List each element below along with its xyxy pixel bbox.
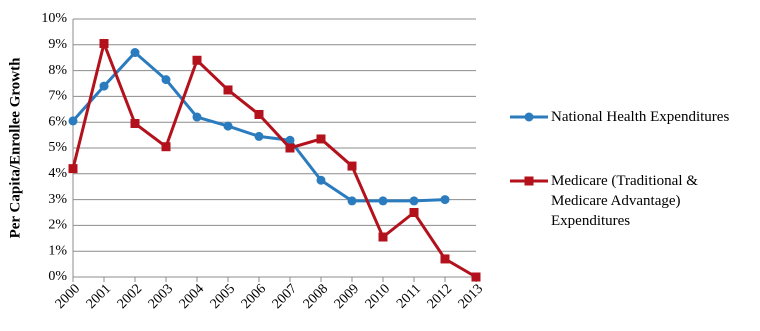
point [378,232,388,242]
point [223,85,233,95]
point [254,109,264,119]
y-tick-label: 9% [48,37,67,52]
point [347,161,357,171]
y-tick-label: 0% [48,269,67,284]
point [316,175,326,185]
x-tick-label: 2008 [301,281,331,311]
y-tick-label: 10% [41,11,67,26]
y-tick-label: 4% [48,166,67,181]
point [378,196,388,206]
x-tick-label: 2007 [270,281,300,311]
point [316,134,326,144]
legend-marker [524,176,534,186]
point [347,196,357,206]
x-tick-label: 2009 [332,281,362,311]
y-tick-label: 3% [48,192,67,207]
y-tick-label: 1% [48,243,67,258]
y-tick-label: 5% [48,140,67,155]
x-tick-label: 2000 [53,281,83,311]
x-tick-label: 2002 [115,281,145,311]
point [192,55,202,65]
x-tick-label: 2012 [425,281,455,311]
point [99,39,109,49]
point [68,164,78,174]
x-tick-label: 2013 [456,281,486,311]
y-axis-label: Per Capita/Enrollee Growth [7,57,23,238]
series-line [71,50,446,203]
y-tick-label: 2% [48,218,67,233]
point [440,254,450,264]
point [130,48,140,58]
point [130,118,140,128]
point [99,81,109,91]
x-tick-label: 2010 [363,281,393,311]
legend-label: National Health Expenditures [551,109,730,125]
x-tick-label: 2011 [394,281,424,311]
point [161,75,171,85]
point [68,116,78,126]
point [285,143,295,153]
legend-marker [524,112,534,122]
point [409,208,419,217]
point [223,121,233,131]
legend-label: Medicare (Traditional & Medicare Advanta… [551,173,698,229]
x-tick-label: 2001 [84,281,114,311]
series-line [71,38,477,279]
point [409,196,419,206]
point [161,142,171,152]
y-tick-label: 8% [48,63,67,78]
x-tick-label: 2006 [239,281,269,311]
x-tick-label: 2005 [208,281,238,311]
x-tick-label: 2003 [146,281,176,311]
point [254,131,264,141]
x-tick-label: 2004 [177,281,207,311]
y-tick-label: 6% [48,114,67,129]
point [192,112,202,122]
point [440,195,450,205]
point [285,135,295,145]
point [471,272,481,282]
y-tick-label: 7% [48,89,67,104]
